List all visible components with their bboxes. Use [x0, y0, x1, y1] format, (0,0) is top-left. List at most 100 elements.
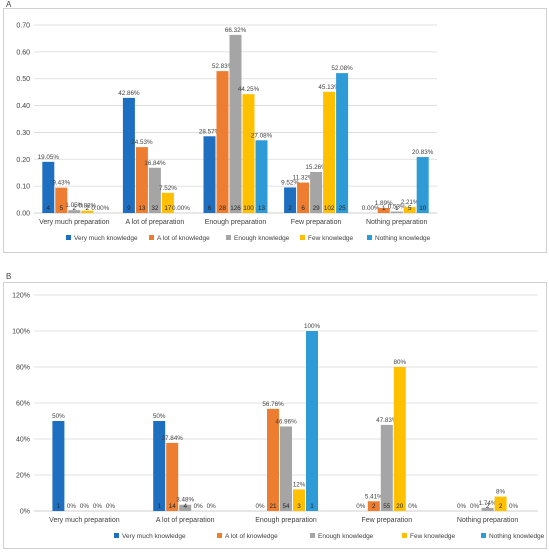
bar — [81, 210, 94, 213]
legend-swatch — [226, 235, 231, 240]
y-tick-label: 120% — [12, 293, 30, 300]
data-label: 0% — [207, 503, 217, 510]
bar — [122, 97, 135, 213]
bar — [148, 167, 161, 213]
data-label: 1.74% — [479, 500, 497, 507]
data-label: 50% — [153, 413, 166, 420]
data-label: 0% — [457, 503, 467, 510]
x-category-label: Few preparation — [362, 517, 413, 524]
data-label: 100% — [304, 323, 321, 330]
y-tick-label: 0.60 — [16, 49, 30, 56]
chart-b-svg: 0%20%40%60%80%100%120%50%1 0% 0% 0% 0%Very m… — [12, 293, 545, 541]
data-label: 37.84% — [162, 435, 184, 442]
data-label: 46.96% — [275, 418, 297, 425]
x-category-label: Enough preparation — [205, 219, 267, 226]
count-label: 1 — [157, 503, 161, 510]
data-label: 0% — [509, 503, 519, 510]
y-tick-label: 0.20 — [16, 157, 30, 164]
count-label: 102 — [324, 205, 335, 212]
legend-label: Nothing knowledge — [375, 235, 431, 242]
count-label: 17 — [164, 205, 172, 212]
y-tick-label: 60% — [16, 401, 30, 408]
panel-label-b: B — [6, 272, 12, 281]
legend-label: Enough knowledge — [234, 235, 290, 242]
data-label: 9.52% — [281, 179, 299, 186]
count-label: 54 — [282, 503, 290, 510]
bar — [284, 187, 297, 213]
count-label: 4 — [183, 503, 187, 510]
y-tick-label: 80% — [16, 365, 30, 372]
bar — [306, 331, 318, 511]
count-label: 6 — [208, 205, 212, 212]
legend-swatch — [310, 533, 315, 538]
x-category-label: Few preparation — [291, 219, 342, 226]
y-tick-label: 0.70 — [16, 23, 30, 30]
y-tick-label: 0.50 — [16, 76, 30, 83]
data-label: 0.00% — [91, 205, 109, 212]
data-label: 0% — [194, 503, 204, 510]
legend-label: A lot of knowledge — [225, 533, 278, 540]
count-label: 55 — [383, 503, 391, 510]
data-label: 0.00% — [172, 205, 190, 212]
bar — [310, 172, 323, 213]
count-label: 2 — [372, 503, 376, 510]
x-category-label: Very much preparation — [49, 517, 120, 524]
data-label: 27.08% — [251, 132, 273, 139]
data-label: 28.57% — [199, 128, 221, 135]
data-label: 52.83% — [212, 63, 234, 70]
x-category-label: A lot of preparation — [126, 219, 185, 226]
bar — [494, 496, 507, 511]
legend-swatch — [66, 235, 71, 240]
data-label: 7.52% — [159, 185, 177, 192]
y-tick-label: 0.00 — [16, 211, 30, 218]
data-label: 0% — [470, 503, 480, 510]
count-label: 2 — [288, 205, 292, 212]
data-label: 1.89% — [375, 200, 393, 207]
legend-swatch — [367, 235, 372, 240]
data-label: 5.41% — [365, 493, 383, 500]
bar — [377, 207, 390, 213]
bar — [166, 442, 179, 511]
count-label: 2 — [86, 205, 90, 212]
chart-frame-a: 0.00 0.10 0.20 0.30 0.40 0.50 0.60 0.70 19.05% 4 9… — [3, 8, 547, 253]
data-label: 42.86% — [118, 90, 140, 97]
count-label: 6 — [301, 205, 305, 212]
x-category-label: A lot of preparation — [156, 517, 215, 524]
legend-label: Very much knowledge — [122, 533, 186, 540]
bar — [135, 147, 148, 213]
legend-swatch — [300, 235, 305, 240]
data-label: 16.84% — [144, 160, 166, 167]
data-label: 11.32% — [293, 175, 314, 182]
bar — [380, 424, 393, 511]
data-label: 0% — [93, 503, 103, 510]
legend: Very much knowledge A lot of knowledge Eno… — [114, 533, 545, 540]
bar — [55, 187, 68, 213]
data-label: 0% — [408, 503, 418, 510]
data-label: 3.48% — [176, 497, 194, 504]
count-label: 4 — [47, 205, 51, 212]
data-label: 12% — [293, 481, 306, 488]
data-label: 0.53% — [388, 204, 406, 211]
data-label: 9.43% — [52, 180, 70, 187]
legend-label: Few knowledge — [410, 533, 456, 540]
count-label: 25 — [339, 205, 347, 212]
count-label: 5 — [408, 205, 412, 212]
data-label: 80% — [393, 359, 406, 366]
y-tick-label: 0% — [20, 509, 30, 516]
legend-swatch — [114, 533, 119, 538]
count-label: 1 — [57, 503, 61, 510]
data-label: 8% — [496, 489, 506, 496]
count-label: 3 — [297, 503, 301, 510]
x-category-label: Nothing preparation — [457, 517, 519, 524]
count-label: 1 — [382, 205, 386, 212]
bar — [216, 71, 229, 213]
count-label: 20 — [396, 503, 404, 510]
data-label: 0% — [255, 503, 265, 510]
count-label: 9 — [127, 205, 131, 212]
bar — [229, 34, 242, 214]
count-label: 21 — [269, 503, 277, 510]
bar — [242, 94, 255, 213]
data-label: 0% — [356, 503, 366, 510]
x-category-label: Very much preparation — [39, 219, 110, 226]
bar — [393, 367, 406, 511]
